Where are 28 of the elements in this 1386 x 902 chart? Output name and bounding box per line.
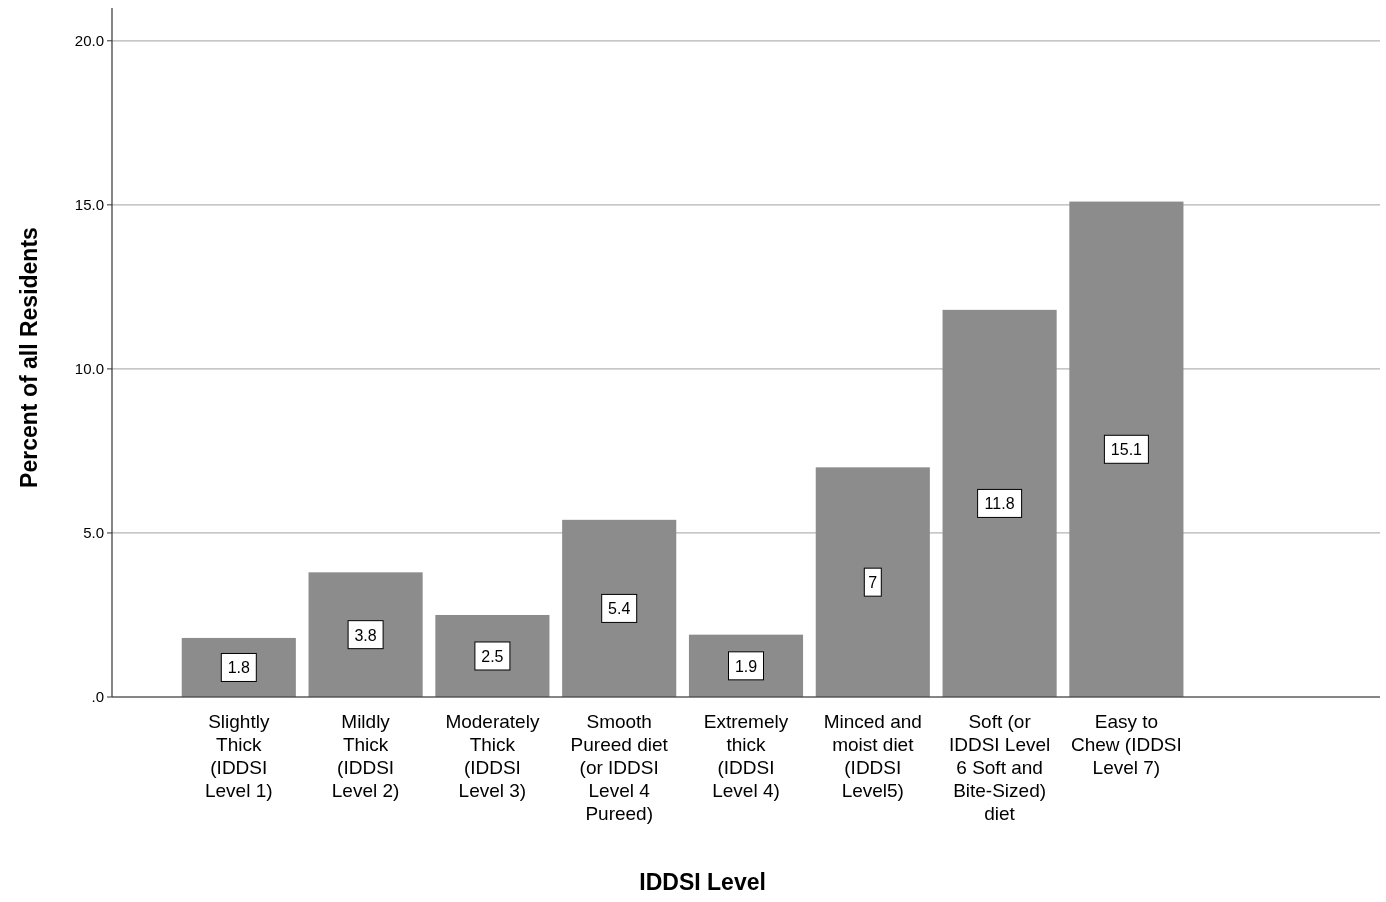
x-axis-title: IDDSI Level	[639, 869, 766, 895]
bar	[942, 309, 1057, 697]
x-tick-label: Minced and moist diet (IDDSI Level5)	[823, 711, 922, 801]
data-label: 3.8	[354, 626, 377, 644]
bar	[1069, 201, 1184, 697]
bar	[562, 519, 677, 697]
y-tick-label: .0	[91, 688, 104, 705]
data-label: 15.1	[1110, 441, 1143, 459]
y-tick-label: 5.0	[83, 523, 104, 541]
x-tick-label: Moderately Thick (IDDSI Level 3)	[445, 711, 540, 801]
x-tick-label: Mildly Thick (IDDSI Level 2)	[331, 711, 400, 801]
x-tick-label: Slightly Thick (IDDSI Level 1)	[205, 711, 273, 801]
data-label: 1.8	[227, 659, 251, 677]
y-tick-label: 15.0	[74, 195, 104, 213]
bar	[815, 467, 930, 697]
data-label: 2.5	[481, 647, 504, 665]
bar	[308, 572, 423, 697]
x-tick-label: Smooth Pureed diet (or IDDSI Level 4 Pureed)	[570, 711, 669, 824]
x-tick-label: Extremely thick (IDDSI Level 4)	[703, 711, 789, 801]
data-label: 1.9	[734, 657, 758, 675]
data-label: 7	[868, 574, 878, 592]
y-tick-label: 20.0	[74, 31, 104, 49]
y-tick-label: 10.0	[74, 359, 104, 377]
x-tick-label: Soft (or IDDSI Level 6 Soft and Bite-Sized) diet	[948, 711, 1051, 824]
x-tick-label: Easy to Chew (IDDSI Level 7)	[1070, 711, 1182, 778]
data-label: 5.4	[608, 600, 631, 618]
data-label: 11.8	[984, 495, 1015, 513]
y-axis-title: Percent of all Residents	[16, 227, 42, 488]
